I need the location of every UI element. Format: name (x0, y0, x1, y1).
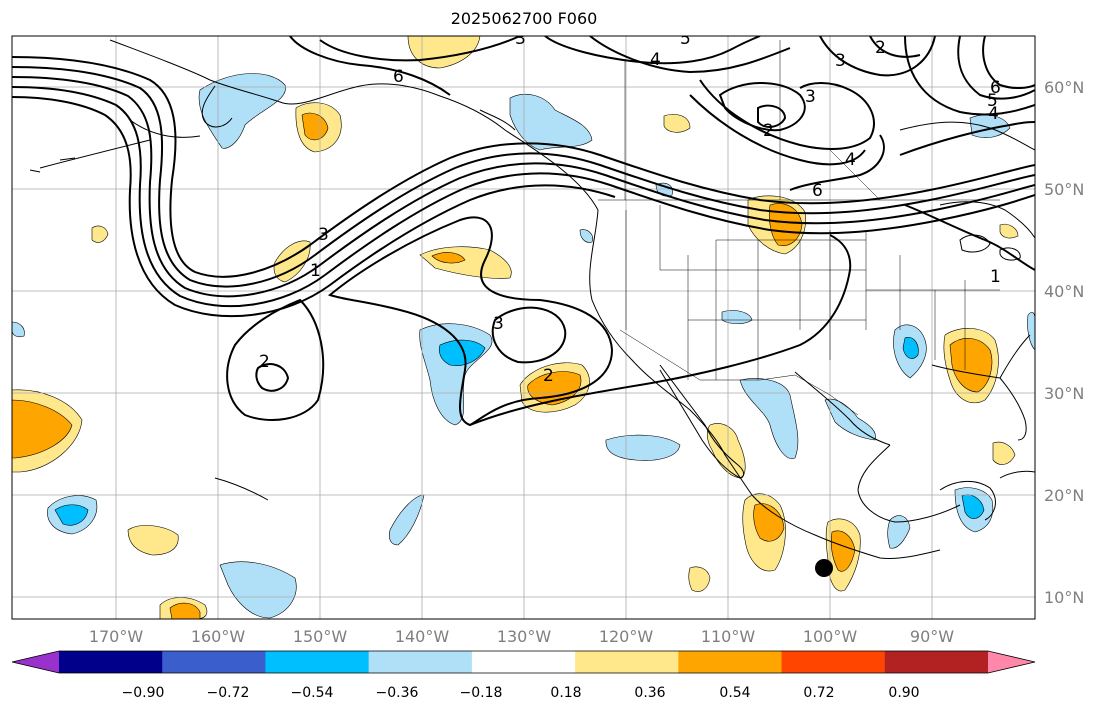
colorbar-tick-label: 0.18 (550, 685, 581, 701)
map-title: 2025062700 F060 (450, 9, 598, 28)
longitude-axis: 170°W 160°W 150°W 140°W 130°W 120°W 110°… (89, 627, 954, 646)
colorbar-segment (368, 651, 473, 673)
latitude-label: 60°N (1044, 78, 1084, 97)
colorbar-tick-label: 0.90 (888, 685, 919, 701)
longitude-label: 140°W (395, 627, 450, 646)
location-marker (815, 559, 833, 577)
contour-label: 4 (650, 50, 661, 70)
contour-label: 4 (845, 150, 856, 170)
contour-label: 2 (543, 366, 554, 386)
colorbar-segment (162, 651, 266, 673)
contour-label: 6 (393, 67, 404, 87)
longitude-label: 100°W (803, 627, 858, 646)
colorbar-tick-label: −0.54 (291, 685, 334, 701)
colorbar-tick-label: −0.18 (460, 685, 503, 701)
colorbar-tick-label: −0.90 (122, 685, 165, 701)
negative-anomaly-areas (12, 73, 1035, 619)
contour-label: 1 (990, 267, 1001, 287)
colorbar-tick-label: −0.72 (207, 685, 250, 701)
contour-label: 5 (987, 91, 998, 111)
colorbar-segment (575, 651, 679, 673)
contour-label: 2 (259, 352, 270, 372)
latitude-label: 20°N (1044, 486, 1084, 505)
longitude-label: 120°W (599, 627, 654, 646)
colorbar-extend-min (12, 651, 59, 673)
latitude-label: 40°N (1044, 282, 1084, 301)
colorbar-tick-label: −0.36 (376, 685, 419, 701)
colorbar-tick-label: 0.54 (719, 685, 750, 701)
positive-anomaly-areas (12, 36, 1019, 619)
latitude-label: 30°N (1044, 384, 1084, 403)
colorbar-segment (884, 651, 989, 673)
contour-label: 2 (763, 121, 774, 141)
longitude-label: 150°W (293, 627, 348, 646)
longitude-label: 170°W (89, 627, 144, 646)
colorbar-tick-labels: −0.90 −0.72 −0.54 −0.36 −0.18 0.18 0.36 … (122, 685, 920, 701)
colorbar-segment (471, 651, 576, 673)
contour-label: 2 (875, 38, 886, 58)
colorbar-outline (11, 650, 1036, 674)
latitude-label: 10°N (1044, 588, 1084, 607)
contour-labels: 6 6 5 4 4 4 5 3 3 3 3 3 2 2 2 2 6 1 1 (259, 29, 1001, 386)
contour-label: 3 (318, 225, 329, 245)
colorbar-tick-label: 0.72 (803, 685, 834, 701)
colorbar (11, 650, 1036, 674)
colorbar-segment (678, 651, 783, 673)
longitude-label: 130°W (497, 627, 552, 646)
coastlines (29, 39, 1035, 559)
height-contours (12, 36, 1035, 427)
political-borders (598, 40, 1000, 416)
contour-label: 6 (812, 181, 823, 201)
latitude-label: 50°N (1044, 180, 1084, 199)
colorbar-segment (781, 651, 886, 673)
contour-label: 5 (680, 29, 691, 49)
plot-frame (11, 35, 1036, 620)
contour-label: 3 (835, 51, 846, 71)
colorbar-segment (265, 651, 370, 673)
contour-label: 6 (990, 78, 1001, 98)
colorbar-segment (59, 651, 163, 673)
contour-label: 1 (310, 261, 321, 281)
colorbar-tick-label: 0.36 (634, 685, 665, 701)
longitude-label: 160°W (191, 627, 246, 646)
latitude-axis: 60°N 50°N 40°N 30°N 20°N 10°N (1044, 78, 1084, 607)
contour-label: 4 (988, 104, 999, 124)
longitude-label: 90°W (910, 627, 954, 646)
contour-label: 3 (805, 87, 816, 107)
longitude-label: 110°W (701, 627, 756, 646)
graticule (12, 36, 1035, 619)
colorbar-extend-max (988, 651, 1035, 673)
contour-label: 3 (515, 29, 526, 49)
contour-label: 3 (493, 314, 504, 334)
